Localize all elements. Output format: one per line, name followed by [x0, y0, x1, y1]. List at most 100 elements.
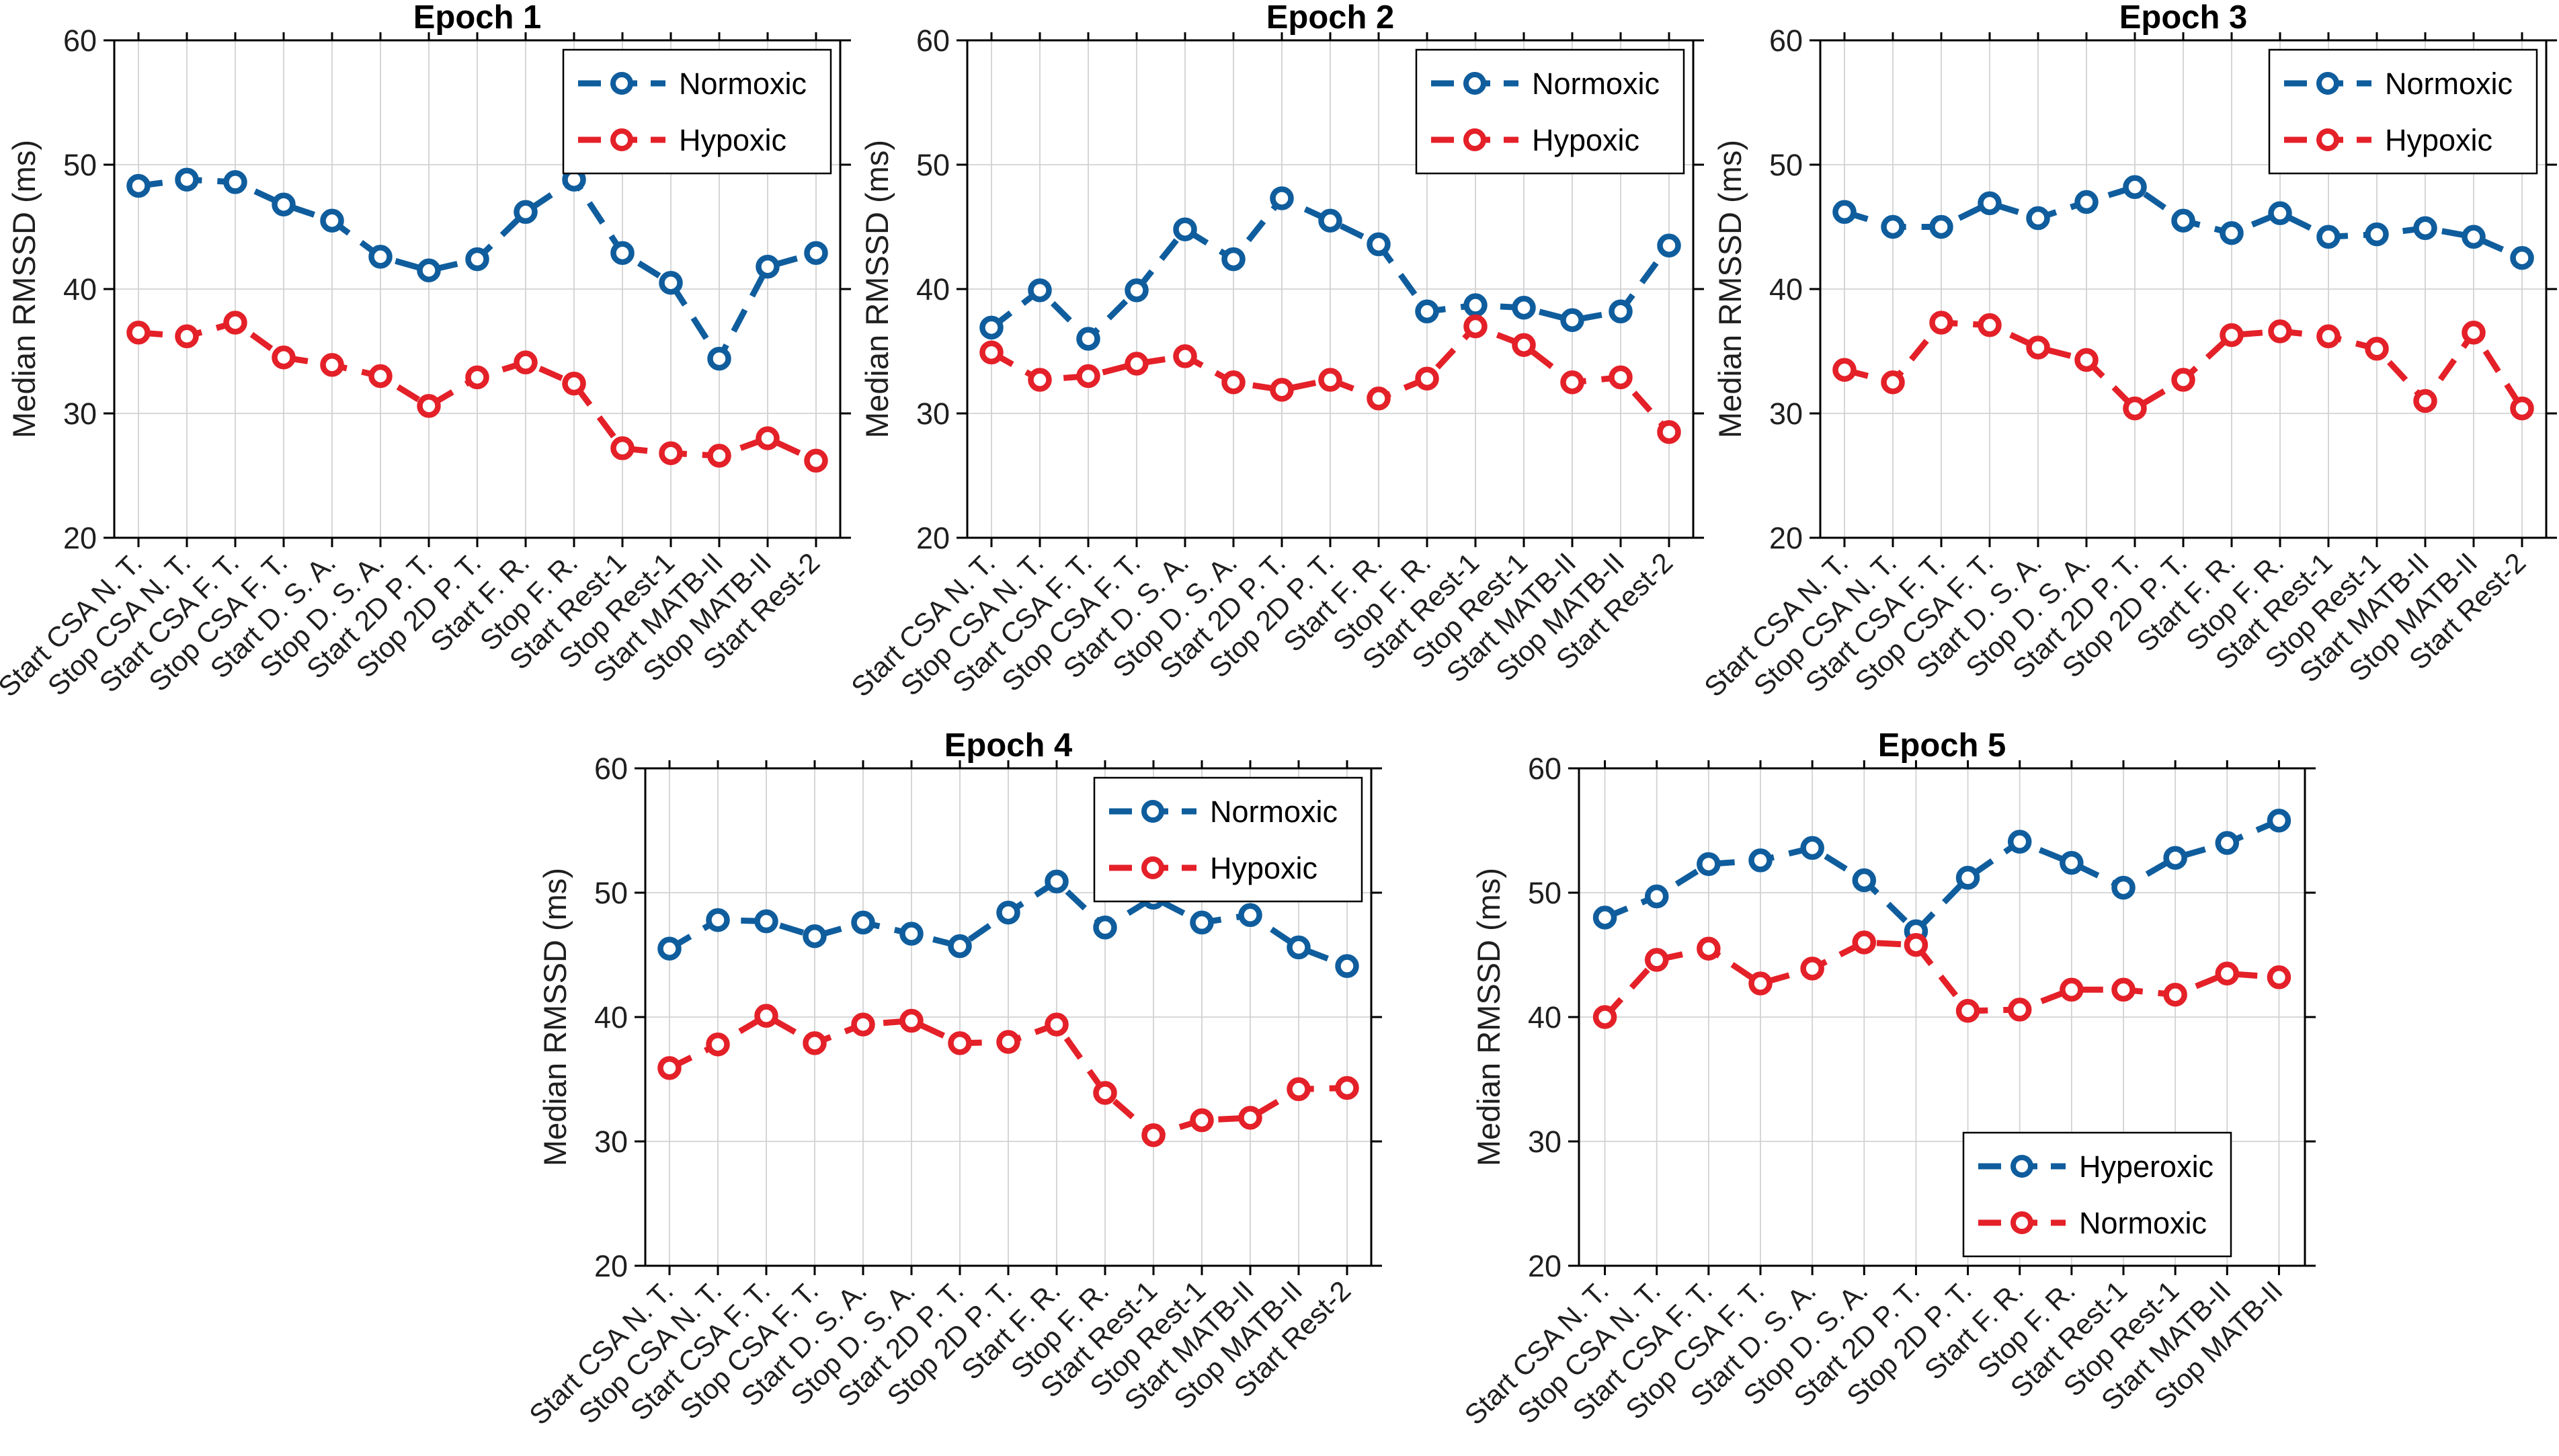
- data-point-marker: [2413, 216, 2437, 241]
- data-point-marker: [2074, 190, 2099, 214]
- data-point-marker: [1852, 930, 1876, 955]
- data-point-marker: [899, 1008, 924, 1033]
- data-point-marker: [2007, 998, 2031, 1022]
- data-point-marker: [979, 340, 1004, 365]
- series-normoxic: [1832, 175, 2534, 270]
- data-point-marker: [320, 208, 344, 233]
- y-tick-label: 30: [594, 1125, 627, 1159]
- data-point-marker: [2462, 225, 2486, 249]
- axis-ticks: [957, 32, 1704, 547]
- data-point-marker: [2268, 319, 2292, 343]
- data-point-marker: [1221, 247, 1246, 272]
- data-point-marker: [1092, 916, 1117, 940]
- data-point-marker: [1512, 296, 1536, 320]
- data-point-marker: [707, 444, 731, 468]
- data-point-marker: [1904, 932, 1928, 957]
- series-normoxic: [979, 186, 1681, 351]
- series-line: [989, 323, 1672, 434]
- data-point-marker: [610, 241, 635, 266]
- series-normoxic: [126, 167, 828, 371]
- data-point-marker: [1173, 344, 1197, 368]
- bottom-row: Epoch 4 Median RMSSD (ms) 20 30 40 50 60 Start …: [145, 728, 2559, 1456]
- data-point-marker: [979, 315, 1004, 340]
- y-tick-label: 30: [916, 397, 950, 431]
- data-point-marker: [1609, 365, 1633, 390]
- legend-box: [1415, 48, 1685, 175]
- data-point-marker: [1955, 866, 1980, 890]
- chart-title: Epoch 3: [2119, 0, 2248, 36]
- series-hypoxic: [126, 311, 828, 473]
- data-point-marker: [1881, 370, 1905, 395]
- data-point-marker: [1028, 278, 1052, 302]
- y-tick-label: 50: [594, 876, 627, 910]
- data-point-marker: [1237, 1106, 1262, 1130]
- data-point-marker: [1696, 936, 1721, 961]
- y-tick-label: 50: [63, 148, 97, 182]
- data-point-marker: [417, 258, 441, 282]
- series-line: [1603, 817, 2280, 936]
- data-point-marker: [1832, 200, 1857, 225]
- data-point-marker: [1334, 1076, 1359, 1100]
- data-point-marker: [2510, 396, 2534, 421]
- y-tick-label: 40: [1527, 1000, 1561, 1035]
- data-point-marker: [1141, 1123, 1166, 1147]
- data-point-marker: [2123, 396, 2147, 421]
- data-point-marker: [223, 311, 247, 335]
- data-point-marker: [1125, 278, 1149, 302]
- legend-sample-marker: [2316, 72, 2339, 95]
- data-point-marker: [2162, 982, 2187, 1007]
- data-point-marker: [996, 1030, 1020, 1054]
- data-point-marker: [996, 900, 1020, 925]
- data-point-marker: [1799, 836, 1824, 860]
- data-point-marker: [2007, 830, 2031, 854]
- legend: Normoxic Hypoxic: [1415, 48, 1685, 175]
- data-point-marker: [804, 241, 828, 266]
- y-tick-label: 50: [916, 148, 950, 182]
- data-point-marker: [2162, 846, 2187, 870]
- axis-ticks: [1810, 32, 2557, 547]
- data-point-marker: [1832, 358, 1857, 382]
- y-axis-label: Median RMSSD (ms): [1712, 140, 1748, 438]
- legend-box: [1962, 1131, 2232, 1258]
- data-point-marker: [1318, 368, 1342, 392]
- data-point-marker: [223, 170, 247, 194]
- data-point-marker: [2215, 961, 2239, 985]
- data-point-marker: [465, 247, 489, 272]
- y-tick-label: 60: [1527, 752, 1561, 786]
- legend-entry-label: Normoxic: [2079, 1206, 2207, 1240]
- data-point-marker: [1044, 1012, 1069, 1037]
- data-point-marker: [126, 321, 151, 345]
- data-point-marker: [1237, 903, 1262, 928]
- data-point-marker: [2268, 201, 2292, 225]
- legend-sample-marker: [1463, 128, 1486, 151]
- y-tick-label: 30: [1769, 397, 1803, 431]
- series-hypoxic: [1832, 311, 2534, 421]
- data-point-marker: [1929, 311, 1953, 335]
- legend-entry-label: Hyperoxic: [2079, 1149, 2213, 1184]
- gridlines: [1820, 40, 2546, 538]
- data-point-marker: [947, 934, 972, 959]
- data-point-marker: [1929, 214, 1953, 239]
- legend-sample-marker: [2010, 1155, 2033, 1178]
- data-point-marker: [1270, 378, 1294, 402]
- data-point-marker: [272, 346, 296, 370]
- data-point-marker: [804, 448, 828, 473]
- data-point-marker: [610, 436, 635, 460]
- y-tick-label: 20: [1527, 1249, 1561, 1283]
- data-point-marker: [1044, 869, 1069, 894]
- legend-entry-label: Normoxic: [1532, 67, 1660, 101]
- data-point-marker: [1463, 293, 1488, 317]
- legend-entry-label: Hypoxic: [2385, 123, 2492, 157]
- legend: Normoxic Hypoxic: [2268, 48, 2538, 175]
- data-point-marker: [1657, 233, 1681, 257]
- y-tick-label: 20: [594, 1249, 627, 1283]
- legend: Hyperoxic Normoxic: [1962, 1131, 2232, 1258]
- y-tick-label: 60: [63, 24, 97, 58]
- data-point-marker: [756, 254, 780, 279]
- data-point-marker: [756, 426, 780, 450]
